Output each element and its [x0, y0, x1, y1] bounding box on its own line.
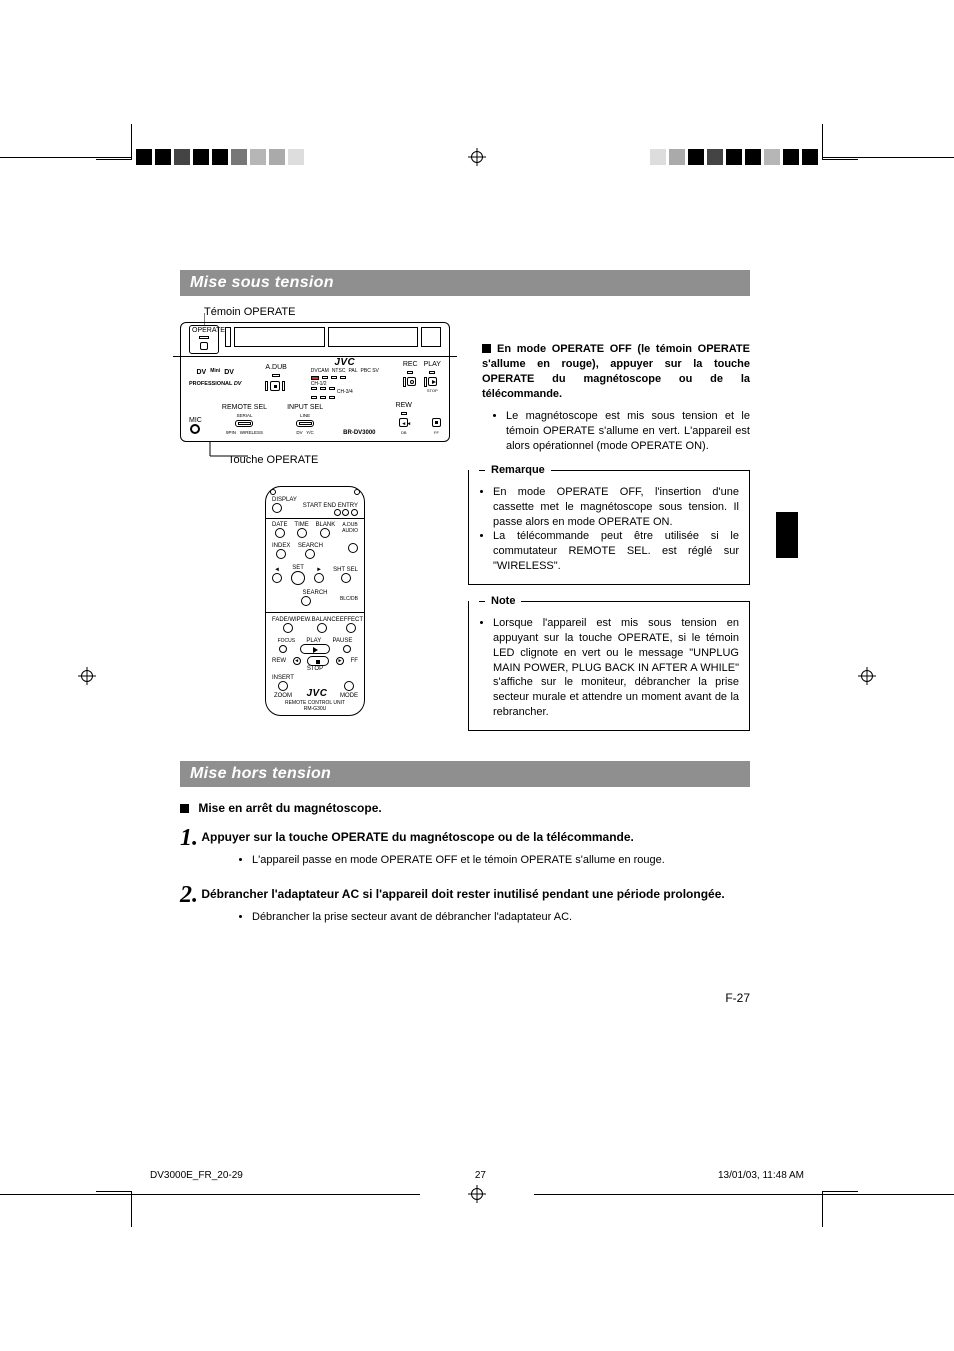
device-panel-figure: OPERATE DV Mini: [180, 322, 450, 442]
text-column: En mode OPERATE OFF (le témoin OPERATE s…: [468, 322, 750, 731]
crosshair-icon: [468, 148, 486, 166]
section-heading: Mise sous tension: [180, 270, 750, 296]
crosshair-icon: [468, 1185, 486, 1203]
print-footer: DV3000E_FR_20-29 27 13/01/03, 11:48 AM: [150, 1170, 804, 1181]
registration-top: [0, 148, 954, 166]
step-detail: L'appareil passe en mode OPERATE OFF et …: [252, 854, 750, 866]
figures-column: OPERATE DV Mini: [180, 322, 450, 731]
intro-bullet: Le magnétoscope est mis sous tension et …: [506, 409, 750, 454]
note-item: Lorsque l'appareil est mis sous tension …: [493, 616, 739, 720]
square-bullet-icon: [482, 344, 491, 353]
panel-adub-label: A.DUB: [265, 364, 286, 371]
panel-model-label: BR-DV3000: [343, 430, 375, 437]
callout-title: Note: [485, 594, 521, 609]
crosshair-icon: [858, 667, 876, 685]
remarque-callout: Remarque En mode OPERATE OFF, l'insertio…: [468, 470, 750, 585]
jvc-logo: JVC: [306, 688, 327, 699]
remarque-item: En mode OPERATE OFF, l'insertion d'une c…: [493, 485, 739, 530]
step-detail: Débrancher la prise secteur avant de déb…: [252, 911, 750, 923]
step-1: 1. Appuyer sur la touche OPERATE du magn…: [180, 825, 750, 852]
square-bullet-icon: [180, 804, 189, 813]
section-heading: Mise hors tension: [180, 761, 750, 787]
footer-timestamp: 13/01/03, 11:48 AM: [718, 1170, 804, 1181]
jvc-logo: JVC: [311, 357, 379, 368]
thumb-tab: [776, 512, 798, 558]
registration-bottom: [0, 1185, 954, 1203]
crosshair-icon: [78, 667, 96, 685]
footer-filename: DV3000E_FR_20-29: [150, 1170, 243, 1181]
figure-label: Témoin OPERATE: [204, 306, 750, 318]
note-callout: Note Lorsque l'appareil est mis sous ten…: [468, 601, 750, 731]
off-intro: Mise en arrêt du magnétoscope.: [198, 801, 381, 815]
page-content: Mise sous tension Témoin OPERATE OPERATE: [180, 270, 750, 923]
intro-heading: En mode OPERATE OFF (le témoin OPERATE s…: [482, 343, 750, 400]
page-number: F-27: [725, 991, 750, 1005]
panel-operate-label: OPERATE: [192, 327, 225, 334]
footer-page: 27: [475, 1170, 486, 1181]
remarque-item: La télécommande peut être utilisée si le…: [493, 529, 739, 574]
step-2: 2. Débrancher l'adaptateur AC si l'appar…: [180, 882, 750, 909]
callout-title: Remarque: [485, 463, 551, 478]
figure-label: Touche OPERATE: [228, 454, 450, 466]
remote-figure: DISPLAY START END ENTRY DATE TIME BLANK …: [265, 486, 365, 716]
